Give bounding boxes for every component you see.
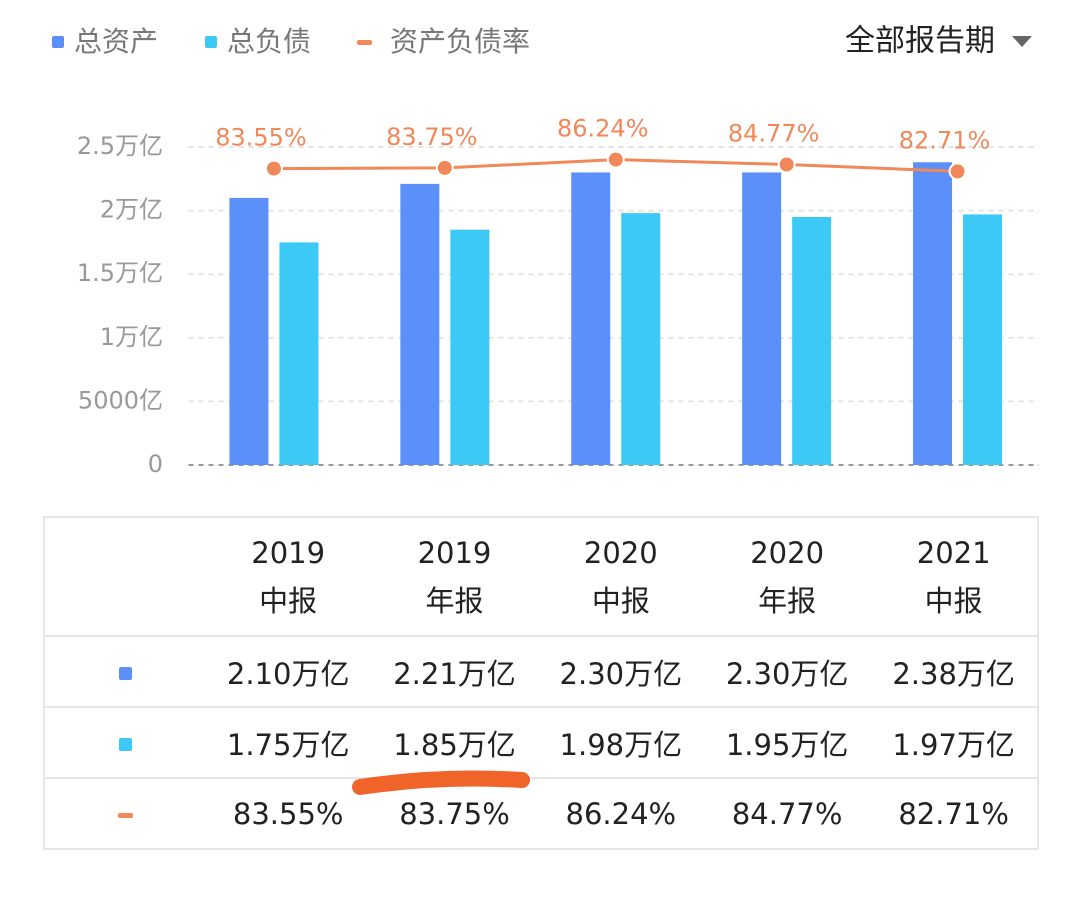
value-cell: 82.71% bbox=[870, 777, 1038, 849]
value-cell: 84.77% bbox=[703, 777, 871, 849]
ratio-point bbox=[264, 159, 283, 178]
chart: 全部报告期 总资产 总负债 资产负债率 0 5000亿 1万亿 1.5万亿 2万亿 2.5万亿 8… bbox=[52, 24, 1039, 478]
value-cell: 1.98万亿 bbox=[537, 706, 704, 778]
value-cell: 83.75% bbox=[371, 777, 538, 849]
period-filter[interactable]: 全部报告期 bbox=[845, 24, 995, 59]
data-table: 2019 中报 2019 年报 2020 中报 2020 年报 2021 中报 2.10万… bbox=[43, 516, 1039, 850]
y-tick-label: 1.5万亿 bbox=[77, 259, 163, 287]
legend-label: 总负债 bbox=[227, 25, 311, 58]
y-tick-label: 2万亿 bbox=[100, 196, 163, 224]
legend-marker bbox=[205, 36, 217, 48]
period-header: 2020 中报 bbox=[583, 535, 658, 618]
legend-label: 总资产 bbox=[74, 25, 158, 58]
data-label: 84.77% bbox=[728, 120, 820, 148]
value-cell: 2.38万亿 bbox=[870, 635, 1038, 707]
legend-label: 资产负债率 bbox=[390, 25, 530, 58]
ratio-point bbox=[948, 162, 967, 181]
bar bbox=[400, 183, 440, 465]
period-header: 2019 年报 bbox=[417, 535, 492, 618]
dropdown-arrow[interactable] bbox=[1012, 36, 1032, 47]
row-marker-cell bbox=[44, 777, 205, 849]
period-header: 2021 中报 bbox=[916, 535, 991, 618]
value-cell: 1.75万亿 bbox=[205, 706, 372, 778]
data-label: 83.75% bbox=[386, 123, 478, 151]
bar bbox=[450, 229, 490, 465]
row-marker-cell bbox=[44, 706, 205, 778]
data-row: 83.55% 83.75% 86.24% 84.77% 82.71% bbox=[44, 777, 1038, 849]
ratio-point bbox=[777, 155, 796, 174]
corner-cell bbox=[44, 517, 205, 636]
bar bbox=[792, 216, 832, 465]
y-tick-label: 2.5万亿 bbox=[77, 132, 163, 160]
data-label: 82.71% bbox=[899, 126, 991, 154]
y-tick-label: 0 bbox=[148, 450, 163, 478]
bar bbox=[913, 162, 953, 465]
y-tick-label: 5000亿 bbox=[78, 386, 163, 414]
value-cell: 86.24% bbox=[537, 777, 704, 849]
value-cell: 1.95万亿 bbox=[703, 706, 871, 778]
data-row: 2.10万亿 2.21万亿 2.30万亿 2.30万亿 2.38万亿 bbox=[44, 635, 1038, 707]
row-marker bbox=[117, 813, 133, 818]
header-row: 2019 中报 2019 年报 2020 中报 2020 年报 2021 中报 bbox=[44, 517, 1038, 636]
value-cell: 2.30万亿 bbox=[537, 635, 704, 707]
data-label: 86.24% bbox=[557, 115, 649, 143]
bar bbox=[621, 213, 661, 465]
row-marker bbox=[118, 667, 132, 680]
ratio-point bbox=[435, 158, 454, 177]
value-cell: 2.10万亿 bbox=[205, 635, 372, 707]
data-row: 1.75万亿 1.85万亿 1.98万亿 1.95万亿 1.97万亿 bbox=[44, 706, 1038, 778]
row-marker bbox=[118, 738, 132, 751]
bar bbox=[279, 242, 319, 465]
y-tick-label: 1万亿 bbox=[100, 323, 163, 351]
value-cell: 83.55% bbox=[205, 777, 372, 849]
bar bbox=[742, 172, 782, 465]
period-header: 2019 中报 bbox=[251, 535, 326, 618]
ratio-point bbox=[606, 150, 625, 169]
value-cell: 2.30万亿 bbox=[703, 635, 871, 707]
bar bbox=[571, 172, 611, 465]
data-label: 83.55% bbox=[215, 124, 307, 152]
value-cell: 1.97万亿 bbox=[870, 706, 1038, 778]
period-header: 2020 年报 bbox=[750, 535, 825, 618]
bar bbox=[229, 197, 269, 465]
legend-marker bbox=[52, 36, 64, 48]
row-marker-cell bbox=[44, 635, 205, 707]
bar bbox=[963, 214, 1003, 465]
legend-marker bbox=[357, 40, 372, 45]
value-cell: 1.85万亿 bbox=[371, 706, 538, 778]
value-cell: 2.21万亿 bbox=[371, 635, 538, 707]
